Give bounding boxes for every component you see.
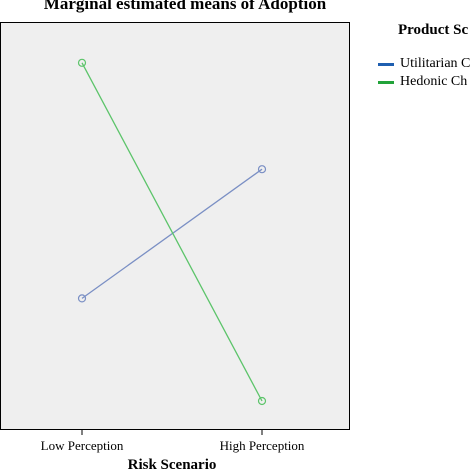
legend-label-utilitarian: Utilitarian C — [400, 56, 471, 71]
series-line-hedonic — [81, 62, 263, 402]
x-tick-label-high-perception: High Perception — [219, 438, 305, 453]
series-line-utilitarian — [81, 168, 263, 299]
x-axis-title: Risk Scenario — [127, 457, 217, 473]
legend-item-hedonic: Hedonic Ch — [376, 73, 474, 91]
legend: Product Sc Utilitarian C Hedonic Ch — [376, 22, 474, 91]
legend-swatch-hedonic — [378, 80, 394, 84]
chart-title: Marginal estimated means of Adoption — [43, 0, 327, 13]
legend-title: Product Sc — [398, 22, 469, 38]
plot-area — [0, 22, 350, 430]
x-tick-label-low-perception: Low Perception — [40, 438, 124, 453]
legend-label-hedonic: Hedonic Ch — [400, 74, 468, 89]
legend-item-utilitarian: Utilitarian C — [376, 55, 474, 73]
data-point-utilitarian-0 — [77, 294, 87, 303]
data-point-hedonic-0 — [77, 58, 87, 67]
data-point-utilitarian-1 — [257, 165, 267, 174]
data-point-hedonic-1 — [257, 396, 267, 406]
legend-swatch-utilitarian — [378, 62, 394, 66]
